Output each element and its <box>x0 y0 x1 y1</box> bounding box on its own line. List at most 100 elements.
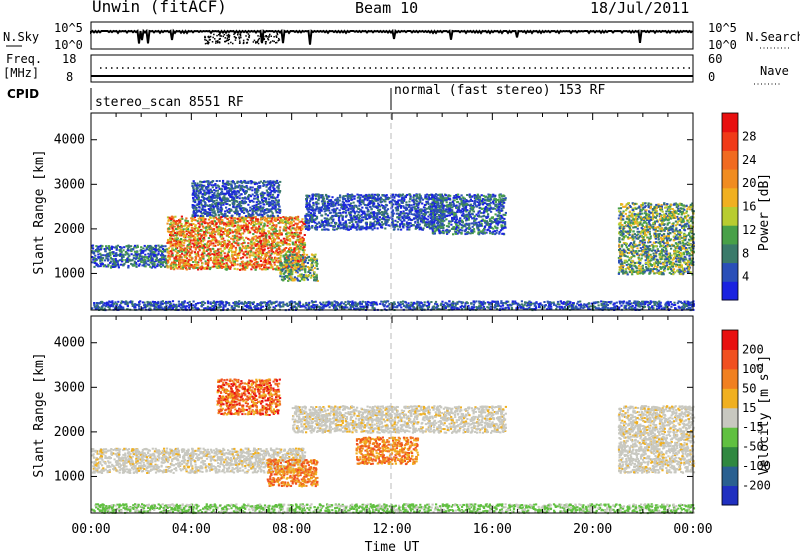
echo-cell <box>344 194 348 197</box>
echo-cell <box>197 255 200 258</box>
echo-cell <box>255 218 258 220</box>
echo-cell <box>209 256 213 259</box>
echo-cell <box>373 224 376 227</box>
echo-cell <box>208 268 212 271</box>
echo-cell <box>288 251 291 254</box>
echo-cell <box>223 197 226 200</box>
echo-cell <box>193 206 196 208</box>
echo-cell <box>277 201 280 204</box>
echo-cell <box>123 262 126 265</box>
echo-cell <box>396 209 399 212</box>
echo-cell <box>422 221 426 224</box>
echo-cell <box>159 263 162 266</box>
echo-cell <box>255 235 258 238</box>
echo-cell <box>285 253 288 256</box>
echo-cell <box>358 207 361 210</box>
echo-cell <box>115 248 118 251</box>
echo-cell <box>219 252 223 254</box>
echo-cell <box>296 247 299 250</box>
echo-cell <box>231 199 234 202</box>
echo-cell <box>261 201 264 204</box>
echo-cell <box>212 193 215 196</box>
echo-cell <box>289 228 292 231</box>
echo-cell <box>419 226 422 229</box>
echo-cell <box>201 186 204 189</box>
echo-cell <box>204 193 207 196</box>
echo-cell <box>220 201 223 204</box>
echo-cell <box>261 207 264 210</box>
echo-cell <box>204 232 207 235</box>
echo-cell <box>236 268 239 271</box>
echo-cell <box>268 256 271 259</box>
echo-cell <box>225 225 228 228</box>
echo-cell <box>392 225 395 228</box>
echo-cell <box>210 184 213 187</box>
echo-cell <box>204 205 207 208</box>
echo-cell <box>402 210 405 213</box>
echo-cell <box>196 194 199 197</box>
echo-cell <box>231 196 234 199</box>
echo-cell <box>274 230 277 233</box>
echo-cell <box>170 232 173 235</box>
echo-cell <box>246 186 249 189</box>
echo-cell <box>284 252 287 255</box>
echo-cell <box>427 215 430 218</box>
echo-cell <box>231 255 234 258</box>
echo-cell <box>242 242 245 245</box>
echo-cell <box>226 197 229 200</box>
echo-cell <box>255 201 258 204</box>
echo-cell <box>267 201 270 204</box>
echo-cell <box>353 197 356 200</box>
echo-cell <box>201 220 204 223</box>
echo-cell <box>355 210 358 213</box>
echo-cell <box>226 259 229 262</box>
echo-cell <box>94 254 97 257</box>
echo-cell <box>126 249 129 252</box>
echo-cell <box>228 257 231 260</box>
echo-cell <box>146 248 149 251</box>
echo-cell <box>217 248 220 251</box>
echo-cell <box>289 268 293 271</box>
echo-cell <box>264 237 267 240</box>
echo-cell <box>302 246 305 249</box>
echo-cell <box>357 217 361 220</box>
echo-cell <box>127 247 130 250</box>
echo-cell <box>279 218 283 221</box>
echo-cell <box>418 223 421 226</box>
echo-cell <box>253 264 256 267</box>
echo-cell <box>226 187 230 189</box>
echo-cell <box>252 221 255 224</box>
echo-cell <box>181 250 184 253</box>
echo-cell <box>259 256 262 259</box>
echo-cell <box>226 181 229 184</box>
echo-cell <box>266 221 269 224</box>
echo-cell <box>244 218 247 221</box>
freq-strip: Freq. [MHz] 18 8 60 0 Nave <box>3 52 789 85</box>
echo-cell <box>269 184 273 187</box>
station-title: Unwin (fitACF) <box>92 0 227 16</box>
echo-cell <box>271 206 274 209</box>
echo-cell <box>240 180 243 183</box>
echo-cell <box>203 220 206 223</box>
echo-cell <box>401 193 404 196</box>
echo-cell <box>179 267 182 270</box>
echo-cell <box>114 257 117 260</box>
echo-cell <box>206 244 209 247</box>
echo-cell <box>219 202 222 205</box>
echo-cell <box>214 212 217 215</box>
echo-cell <box>209 188 212 191</box>
echo-cell <box>304 221 307 224</box>
echo-cell <box>331 202 334 205</box>
echo-cell <box>164 245 167 248</box>
echo-cell <box>94 250 97 253</box>
echo-cell <box>274 228 277 231</box>
echo-cell <box>192 193 195 196</box>
echo-cell <box>212 265 215 268</box>
echo-cell <box>258 221 261 224</box>
echo-cell <box>233 267 236 270</box>
echo-cell <box>169 245 172 248</box>
echo-cell <box>261 209 264 212</box>
echo-cell <box>226 234 229 237</box>
echo-cell <box>236 263 239 266</box>
echo-cell <box>302 221 305 224</box>
